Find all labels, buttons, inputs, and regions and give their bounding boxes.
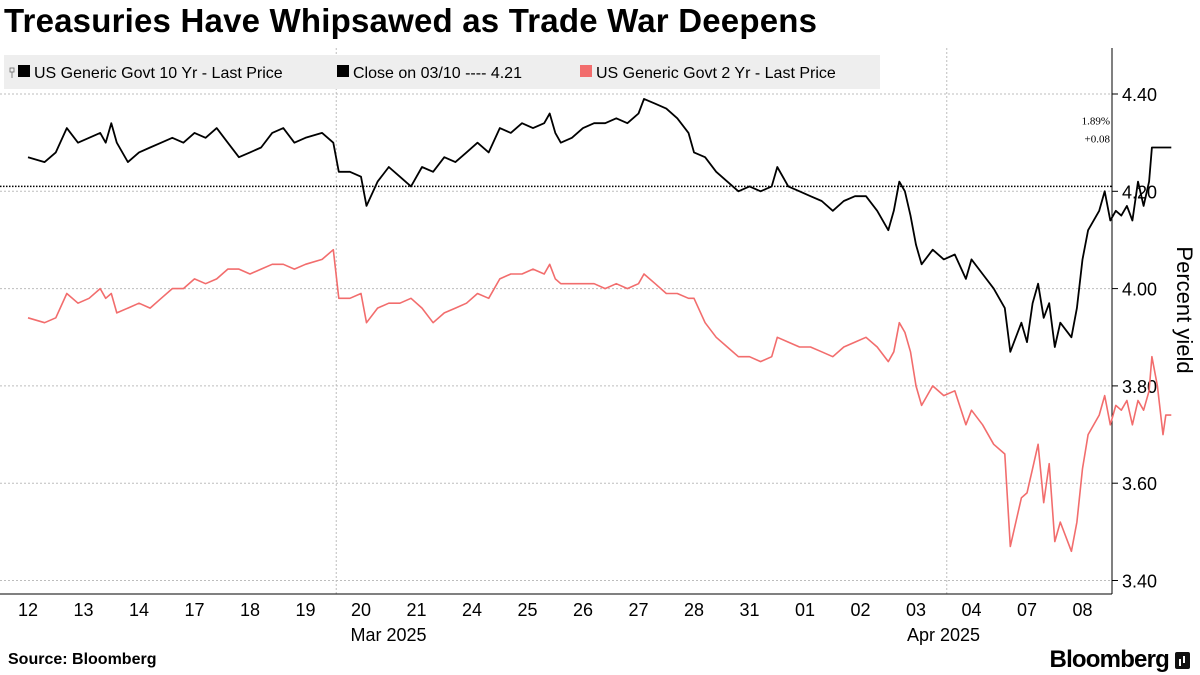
bloomberg-logo: Bloomberg	[1050, 646, 1190, 674]
y-tick-label: 4.40	[1122, 85, 1157, 105]
legend-label-10yr: US Generic Govt 10 Yr - Last Price	[34, 65, 283, 82]
two-year-yield-line	[27, 248, 1172, 553]
x-tick-label: 24	[462, 600, 482, 620]
x-tick-label: 31	[739, 600, 759, 620]
legend-swatch-10yr	[18, 65, 30, 77]
month-label: Apr 2025	[907, 625, 980, 645]
y-tick-label: 3.40	[1122, 572, 1157, 592]
y-axis-title: Percent yield	[1172, 246, 1197, 373]
y-tick-label: 3.60	[1122, 474, 1157, 494]
x-tick-label: 17	[184, 600, 204, 620]
x-tick-label: 25	[517, 600, 537, 620]
series-lines	[0, 98, 1172, 553]
last-value-change-pct: 1.89%	[1082, 116, 1110, 128]
x-tick-label: 03	[906, 600, 926, 620]
legend-background	[4, 55, 880, 89]
x-tick-label: 12	[18, 600, 38, 620]
x-tick-label: 07	[1017, 600, 1037, 620]
ten-year-yield-line	[27, 98, 1172, 353]
gridlines	[0, 48, 1112, 594]
legend-label-close: Close on 03/10 ---- 4.21	[353, 65, 522, 82]
x-tick-label: 19	[295, 600, 315, 620]
bloomberg-terminal-icon	[1175, 651, 1190, 669]
x-tick-label: 04	[961, 600, 981, 620]
x-tick-label: 21	[406, 600, 426, 620]
x-tick-label: 13	[73, 600, 93, 620]
x-tick-label: 14	[129, 600, 149, 620]
y-tick-label: 4.00	[1122, 280, 1157, 300]
legend: US Generic Govt 10 Yr - Last Price Close …	[4, 55, 880, 89]
x-tick-label: 28	[684, 600, 704, 620]
legend-swatch-close	[337, 65, 349, 77]
x-tick-label: 02	[850, 600, 870, 620]
legend-swatch-2yr	[580, 65, 592, 77]
x-tick-label: 01	[795, 600, 815, 620]
legend-label-2yr: US Generic Govt 2 Yr - Last Price	[596, 65, 836, 82]
chart-title: Treasuries Have Whipsawed as Trade War D…	[4, 2, 818, 39]
y-tick-label: 3.80	[1122, 377, 1157, 397]
source-note: Source: Bloomberg	[8, 651, 157, 668]
brand-name: Bloomberg	[1049, 646, 1170, 673]
x-tick-label: 08	[1072, 600, 1092, 620]
x-tick-label: 26	[573, 600, 593, 620]
annotations: 1.89% +0.08	[1082, 116, 1111, 146]
x-tick-label: 27	[628, 600, 648, 620]
month-label: Mar 2025	[350, 625, 426, 645]
x-tick-label: 18	[240, 600, 260, 620]
x-tick-label: 20	[351, 600, 371, 620]
last-value-change: +0.08	[1085, 134, 1111, 146]
